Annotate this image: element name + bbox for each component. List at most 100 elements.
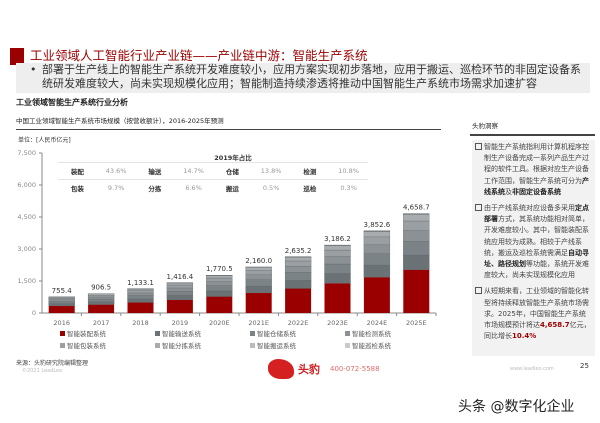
panel-heading: 头豹洞察	[472, 122, 498, 130]
bar-segment	[245, 274, 272, 280]
bar-segment	[48, 301, 75, 304]
checkbox-bullet-icon	[475, 204, 482, 212]
website: www.leadleo.com	[510, 366, 554, 372]
x-tick-label: 2021E	[248, 319, 269, 327]
bar-segment	[324, 263, 351, 274]
share-category: 搬运	[225, 185, 239, 193]
legend-label: 智能包装系统	[67, 342, 106, 350]
share-row: 装配 43.6% 输送 14.7% 仓储 13.8% 检测 10.8%	[58, 162, 368, 179]
phone-number: 400-072-5588	[330, 365, 380, 373]
bar-total-label: 1,416.4	[167, 273, 194, 281]
y-tick-label: 1,500	[17, 277, 36, 285]
bar-segment	[403, 241, 430, 256]
leopard-logo-icon	[268, 359, 294, 379]
bar-segment	[127, 295, 154, 300]
bar-total-label: 2,635.2	[285, 247, 312, 255]
insight-highlight: 4,658.7	[540, 321, 570, 330]
share-value: 43.6%	[105, 167, 127, 175]
bar-segment	[127, 290, 154, 294]
legend-swatch	[60, 342, 65, 348]
share-category: 输送	[148, 168, 162, 176]
y-tick-label: 3,000	[17, 245, 36, 253]
legend-item: 智能搬运系统	[250, 340, 345, 350]
insight-bold: 定点部署	[484, 204, 589, 224]
bar-total-label: 3,186.2	[324, 235, 351, 243]
legend-item: 智能输送系统	[155, 328, 250, 338]
bar-segment	[403, 254, 430, 270]
insight-bold: 非固定设备系统	[512, 187, 561, 196]
divider	[470, 134, 595, 136]
bar-segment	[245, 292, 272, 313]
bar-segment	[324, 249, 351, 257]
bar-segment	[284, 280, 312, 289]
bar-total-label: 3,852.6	[364, 221, 391, 229]
insight-bold: 产线系统	[484, 176, 589, 196]
insight-text: 智能生产系统指利用计算机程序控制生产设备完成一系列产品生产过程的软件工具。根据对…	[484, 143, 589, 185]
x-tick-label: 2019	[172, 319, 189, 327]
bar-segment	[245, 270, 272, 275]
bar-segment	[127, 288, 154, 291]
share-category: 巡检	[303, 185, 317, 193]
bar-segment	[166, 299, 193, 313]
divider	[16, 129, 441, 130]
legend-label: 智能仓储系统	[257, 330, 296, 338]
bar-segment	[48, 305, 75, 313]
insight-text: 亿元，同比增长	[484, 321, 591, 341]
bullet-dot-icon: •	[30, 63, 37, 76]
stacked-bar-chart: 0 1,500 3,000 4,500 6,000 7,500 755.4 2016 906.5…	[17, 149, 437, 327]
bar-segment	[206, 277, 233, 282]
page-number: 25	[580, 362, 589, 370]
bar-segment	[88, 304, 115, 313]
insight-item: 由于产线系统对应设备多采用定点部署方式，其系统功能相对简单，开发难度较小。其中，…	[472, 201, 595, 284]
logo: 头豹 400-072-5588	[268, 359, 380, 379]
x-tick-label: 2025E	[406, 319, 427, 327]
insight-text: 由于产线系统对应设备多采用	[484, 204, 575, 213]
bar-segment	[87, 296, 115, 300]
bar-total-label: 755.4	[52, 287, 73, 295]
insight-text: 从短期来看，工业领域的智能化转型将持续释放智能生产系统市场需求。2025年，中国…	[484, 287, 589, 330]
legend-item: 智能包装系统	[60, 340, 155, 350]
x-tick-label: 2023E	[327, 319, 348, 327]
bar-segment	[245, 267, 272, 271]
insight-highlight: 10.4%	[512, 332, 537, 341]
legend-item: 智能装配系统	[60, 328, 155, 338]
insight-text: 及	[505, 187, 512, 196]
insight-text: 方式，其系统功能相对简单，开发难度较小。其中，智能装配系统应用较为成熟。相较于产…	[484, 215, 589, 257]
insight-bold: 自动寻址、路径规划	[484, 248, 589, 269]
title-marker	[10, 48, 24, 65]
bar-segment	[245, 279, 272, 287]
bar-segment	[48, 297, 75, 300]
bar-segment	[87, 298, 115, 302]
x-tick-label: 2017	[93, 319, 110, 327]
bar-segment	[166, 284, 194, 289]
bar-segment	[127, 298, 154, 303]
bar-segment	[166, 287, 194, 292]
share-category: 仓储	[225, 168, 239, 176]
summary-text: 部署于生产线上的智能生产系统开发难度较小，应用方案实现初步落地，应用于搬运、巡检…	[42, 63, 581, 90]
legend-swatch	[345, 330, 350, 336]
bar-segment	[324, 245, 351, 251]
page-title: 工业领域人工智能行业产业链——产业链中游：智能生产系统	[30, 48, 368, 63]
y-tick-label: 6,000	[17, 181, 36, 189]
unit-label: 单位：[人民币亿元]	[18, 137, 71, 144]
legend-item: 智能检测系统	[345, 328, 440, 338]
legend-item: 智能分拣系统	[155, 340, 250, 350]
bar-segment	[48, 303, 75, 307]
bar-segment	[166, 295, 194, 300]
bar-total-label: 2,160.0	[245, 257, 272, 265]
y-tick-label: 4,500	[17, 213, 36, 221]
legend-label: 智能分拣系统	[162, 342, 201, 350]
insight-item: 智能生产系统指利用计算机程序控制生产设备完成一系列产品生产过程的软件工具。根据对…	[472, 140, 595, 201]
bar-total-label: 4,658.7	[403, 204, 430, 212]
share-table: 2019年占比 装配 43.6% 输送 14.7% 仓储 13.8% 检测 10.8% 包装 9.…	[58, 152, 368, 196]
bar-segment	[48, 296, 75, 299]
bar-segment	[206, 281, 233, 286]
legend-label: 智能搬运系统	[257, 342, 296, 350]
x-tick-label: 2018	[132, 319, 149, 327]
share-row: 包装 9.7% 分拣 6.6% 搬运 0.5% 巡检 0.3%	[58, 179, 368, 196]
bar-segment	[363, 244, 391, 254]
bar-segment	[48, 299, 75, 302]
bar-segment	[284, 260, 312, 267]
bar-total-label: 906.5	[91, 284, 111, 292]
